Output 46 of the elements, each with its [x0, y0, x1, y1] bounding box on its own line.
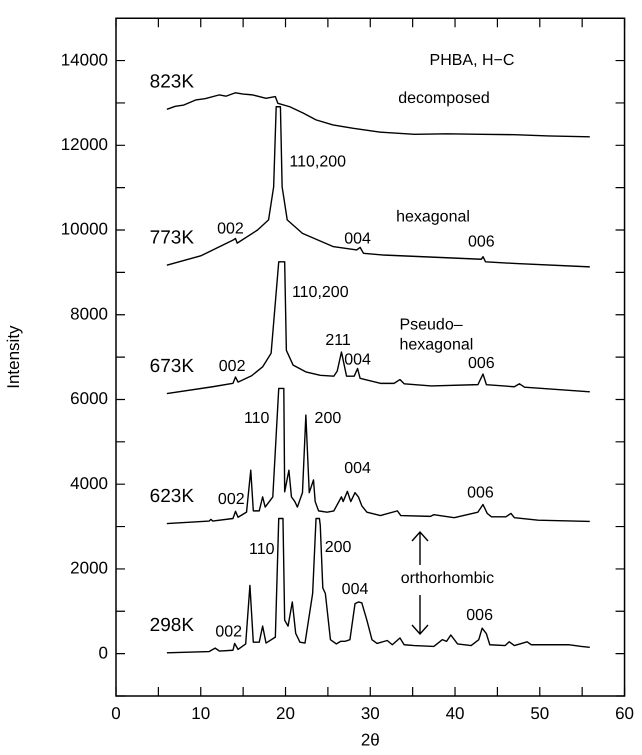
- series-label: 773K: [150, 227, 194, 248]
- annotation: 002: [215, 623, 242, 640]
- annotation: 110: [249, 540, 275, 558]
- y-tick-label: 6000: [70, 389, 108, 408]
- annotation: 002: [218, 358, 246, 376]
- annotation: 004: [342, 581, 368, 598]
- annotation: Pseudo– hexagonal: [399, 316, 474, 354]
- annotation: 002: [218, 490, 245, 508]
- annotation: decomposed: [398, 90, 490, 108]
- series-label: 673K: [150, 356, 194, 377]
- x-tick-label: 40: [446, 704, 464, 723]
- x-axis-title: 2θ: [360, 730, 380, 750]
- y-axis-title: Intensity: [4, 324, 23, 389]
- annotation: orthorhombic: [400, 570, 494, 588]
- annotation: 200: [324, 539, 352, 556]
- annotation: 004: [344, 460, 372, 477]
- annotation: 006: [466, 606, 494, 624]
- x-tick-label: 30: [360, 704, 380, 723]
- x-tick-label: 0: [111, 704, 121, 723]
- annotation: hexagonal: [396, 208, 470, 226]
- annotation: 110,200: [292, 284, 349, 302]
- annotation: 200: [314, 410, 342, 427]
- y-tick-label: 4000: [70, 474, 108, 493]
- annotation: 006: [468, 354, 495, 372]
- annotation: 110: [244, 410, 270, 427]
- annotation: 004: [344, 230, 372, 248]
- annotation: 211: [325, 332, 351, 350]
- y-tick-label: 12000: [60, 134, 108, 154]
- x-tick-label: 20: [276, 704, 295, 723]
- series-label: 823K: [150, 72, 194, 93]
- annotation: 004: [344, 351, 372, 368]
- annotation: 110,200: [289, 154, 346, 171]
- y-tick-label: 8000: [70, 304, 108, 324]
- y-tick-label: 0: [98, 643, 108, 662]
- y-tick-label: 10000: [60, 220, 108, 239]
- y-tick-label: 14000: [60, 50, 108, 70]
- annotation: PHBA, H−C: [430, 52, 514, 69]
- series-label: 623K: [150, 486, 194, 507]
- y-tick-label: 2000: [70, 558, 108, 578]
- series-label: 298K: [150, 615, 194, 636]
- annotation: 002: [217, 220, 244, 238]
- x-tick-label: 50: [530, 704, 550, 723]
- x-tick-label: 60: [615, 704, 634, 723]
- annotation: 006: [468, 234, 495, 251]
- x-tick-label: 10: [191, 704, 210, 723]
- annotation: 006: [467, 484, 494, 502]
